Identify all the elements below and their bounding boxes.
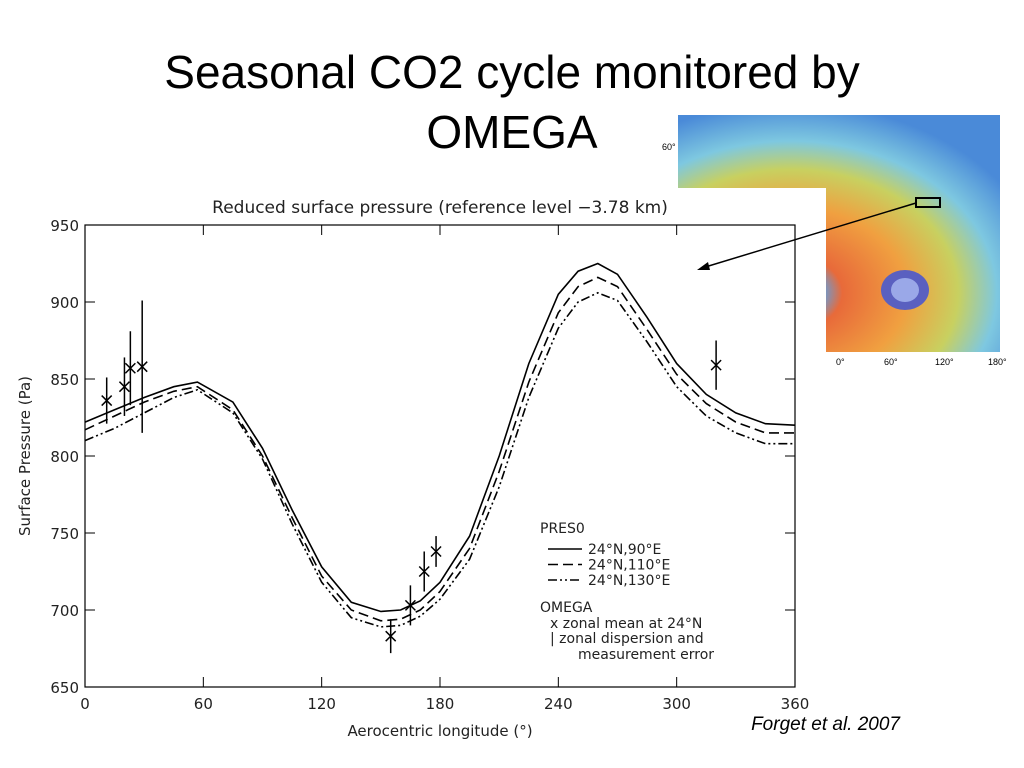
legend-label: 24°N,110°E (588, 558, 670, 574)
omega-point (710, 359, 722, 371)
series-line (84, 262, 796, 613)
omega-cross (404, 599, 416, 611)
y-tick-label: 850 (50, 371, 79, 389)
map-label: 60° (662, 142, 676, 152)
omega-point (136, 361, 148, 373)
legend-label: measurement error (578, 647, 714, 663)
arrow (701, 202, 917, 269)
y-tick-label: 800 (50, 448, 79, 466)
legend-label: | zonal dispersion and (550, 631, 704, 647)
omega-cross (385, 630, 397, 642)
legend-title: OMEGA (540, 600, 593, 616)
omega-cross (430, 545, 442, 558)
omega-point (118, 381, 130, 393)
map-label: 60° (884, 357, 898, 367)
omega-point (430, 545, 442, 558)
series-line (84, 291, 795, 628)
slide-title: Seasonal CO2 cycle monitored by (164, 46, 859, 98)
omega-cross (710, 359, 722, 371)
omega-cross (136, 361, 148, 373)
x-tick-label: 180 (426, 695, 455, 713)
slide-title: OMEGA (426, 106, 598, 158)
y-tick-label: 650 (50, 679, 79, 697)
y-axis-label: Surface Pressure (Pa) (16, 376, 34, 536)
citation: Forget et al. 2007 (751, 714, 901, 735)
x-tick-label: 360 (781, 695, 810, 713)
omega-point (124, 362, 136, 374)
x-axis-label: Aerocentric longitude (°) (347, 722, 532, 740)
chart-background (0, 188, 826, 748)
legend-label: 24°N,130°E (588, 573, 670, 589)
y-tick-label: 900 (50, 294, 79, 312)
y-tick-label: 750 (50, 525, 79, 543)
map-label: 180° (988, 357, 1007, 367)
omega-cross (118, 381, 130, 393)
y-tick-label: 700 (50, 602, 79, 620)
map-label: 0° (836, 357, 845, 367)
x-tick-label: 300 (662, 695, 691, 713)
legend-label: 24°N,90°E (588, 542, 661, 558)
series-line (84, 276, 795, 622)
map-label: 120° (935, 357, 954, 367)
chart-title: Reduced surface pressure (reference leve… (212, 198, 668, 218)
omega-cross (124, 362, 136, 374)
omega-point (418, 565, 430, 578)
x-tick-label: 120 (307, 695, 336, 713)
omega-point (404, 599, 416, 611)
omega-point (385, 630, 397, 642)
y-tick-label: 950 (50, 217, 79, 235)
omega-point (101, 395, 113, 407)
x-tick-label: 240 (544, 695, 573, 713)
x-tick-label: 60 (194, 695, 213, 713)
omega-cross (418, 565, 430, 578)
omega-cross (101, 395, 113, 407)
legend-label: x zonal mean at 24°N (550, 616, 702, 632)
x-tick-label: 0 (80, 695, 90, 713)
arrow-head (697, 262, 710, 270)
legend-title: PRES0 (540, 521, 585, 537)
